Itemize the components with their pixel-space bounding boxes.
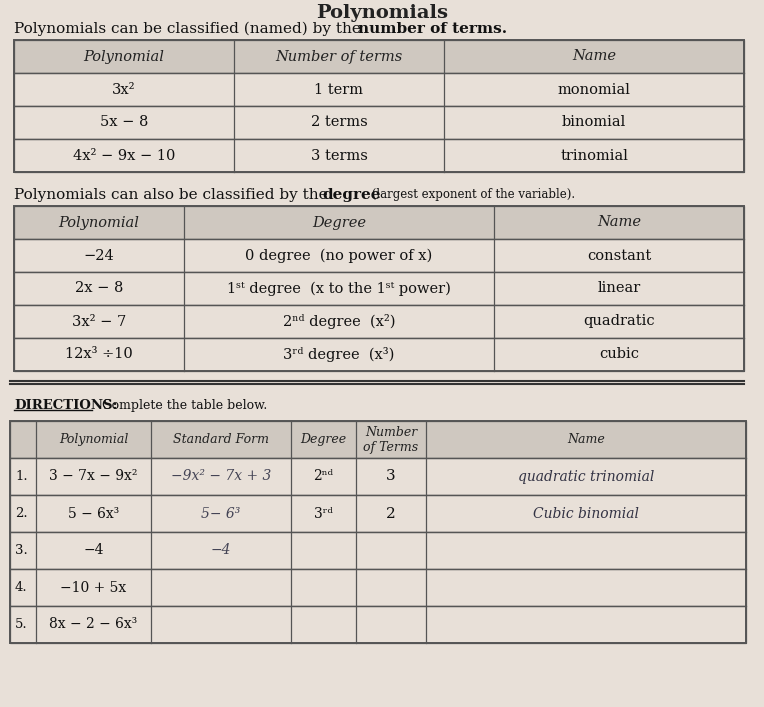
- Text: −4: −4: [83, 544, 104, 558]
- Text: Degree: Degree: [300, 433, 347, 446]
- Text: −9x² − 7x + 3: −9x² − 7x + 3: [171, 469, 271, 484]
- Text: 2ⁿᵈ degree  (x²): 2ⁿᵈ degree (x²): [283, 314, 395, 329]
- Text: Standard Form: Standard Form: [173, 433, 269, 446]
- Text: 3 terms: 3 terms: [310, 148, 367, 163]
- Bar: [10, 458, 746, 495]
- Text: 3: 3: [386, 469, 396, 484]
- Text: Polynomials: Polynomials: [316, 4, 448, 22]
- Text: monomial: monomial: [558, 83, 630, 96]
- Text: 3x²: 3x²: [112, 83, 136, 96]
- Text: Polynomial: Polynomial: [59, 433, 128, 446]
- Text: 3ʳᵈ degree  (x³): 3ʳᵈ degree (x³): [283, 347, 395, 362]
- Bar: [14, 73, 744, 106]
- Text: 1 term: 1 term: [315, 83, 364, 96]
- Text: number of terms.: number of terms.: [358, 22, 507, 36]
- Text: 2.: 2.: [15, 507, 28, 520]
- Text: Name: Name: [567, 433, 605, 446]
- Text: Name: Name: [597, 216, 641, 230]
- Text: 5.: 5.: [15, 618, 28, 631]
- Bar: [14, 206, 744, 371]
- Text: 1ˢᵗ degree  (x to the 1ˢᵗ power): 1ˢᵗ degree (x to the 1ˢᵗ power): [227, 281, 451, 296]
- Text: −24: −24: [83, 248, 115, 262]
- Bar: [10, 569, 746, 606]
- Text: Name: Name: [572, 49, 616, 64]
- Text: 3 − 7x − 9x²: 3 − 7x − 9x²: [49, 469, 138, 484]
- Text: Polynomials can be classified (named) by the: Polynomials can be classified (named) by…: [14, 22, 366, 36]
- Bar: [10, 421, 746, 643]
- Text: Polynomial: Polynomial: [83, 49, 164, 64]
- Bar: [14, 139, 744, 172]
- Text: 12x³ ÷10: 12x³ ÷10: [65, 348, 133, 361]
- Text: Cubic binomial: Cubic binomial: [533, 506, 639, 520]
- Bar: [14, 305, 744, 338]
- Text: quadratic: quadratic: [583, 315, 655, 329]
- Text: 1.: 1.: [15, 470, 28, 483]
- Bar: [14, 206, 744, 239]
- Text: 3.: 3.: [15, 544, 28, 557]
- Text: 5x − 8: 5x − 8: [100, 115, 148, 129]
- Text: 8x − 2 − 6x³: 8x − 2 − 6x³: [50, 617, 138, 631]
- Bar: [14, 338, 744, 371]
- Text: linear: linear: [597, 281, 641, 296]
- Text: cubic: cubic: [599, 348, 639, 361]
- Text: 3x² − 7: 3x² − 7: [72, 315, 126, 329]
- Text: Number of terms: Number of terms: [275, 49, 403, 64]
- Text: 2 terms: 2 terms: [311, 115, 367, 129]
- Text: DIRECTIONS:: DIRECTIONS:: [14, 399, 118, 412]
- Text: −4: −4: [211, 544, 231, 558]
- Text: binomial: binomial: [562, 115, 626, 129]
- Text: degree: degree: [322, 188, 380, 202]
- Text: Complete the table below.: Complete the table below.: [94, 399, 267, 412]
- Bar: [10, 606, 746, 643]
- Text: quadratic trinomial: quadratic trinomial: [518, 469, 654, 484]
- Text: Number
of Terms: Number of Terms: [364, 426, 419, 453]
- Text: Polynomials can also be classified by the: Polynomials can also be classified by th…: [14, 188, 332, 202]
- Bar: [10, 532, 746, 569]
- Text: Degree: Degree: [312, 216, 366, 230]
- Text: Polynomial: Polynomial: [59, 216, 140, 230]
- Bar: [14, 40, 744, 172]
- Bar: [10, 421, 746, 458]
- Text: 0 degree  (no power of x): 0 degree (no power of x): [245, 248, 432, 263]
- Bar: [14, 272, 744, 305]
- Text: 4.: 4.: [15, 581, 28, 594]
- Text: −10 + 5x: −10 + 5x: [60, 580, 127, 595]
- Text: 4x² − 9x − 10: 4x² − 9x − 10: [73, 148, 175, 163]
- Bar: [14, 40, 744, 73]
- Bar: [10, 495, 746, 532]
- Text: trinomial: trinomial: [560, 148, 628, 163]
- Text: (largest exponent of the variable).: (largest exponent of the variable).: [368, 188, 575, 201]
- Text: 3ʳᵈ: 3ʳᵈ: [314, 506, 333, 520]
- Bar: [14, 239, 744, 272]
- Bar: [14, 106, 744, 139]
- Text: 5− 6³: 5− 6³: [201, 506, 241, 520]
- Text: 2: 2: [386, 506, 396, 520]
- Text: 5 − 6x³: 5 − 6x³: [68, 506, 119, 520]
- Text: constant: constant: [587, 248, 651, 262]
- Text: 2ⁿᵈ: 2ⁿᵈ: [313, 469, 334, 484]
- Text: 2x − 8: 2x − 8: [75, 281, 123, 296]
